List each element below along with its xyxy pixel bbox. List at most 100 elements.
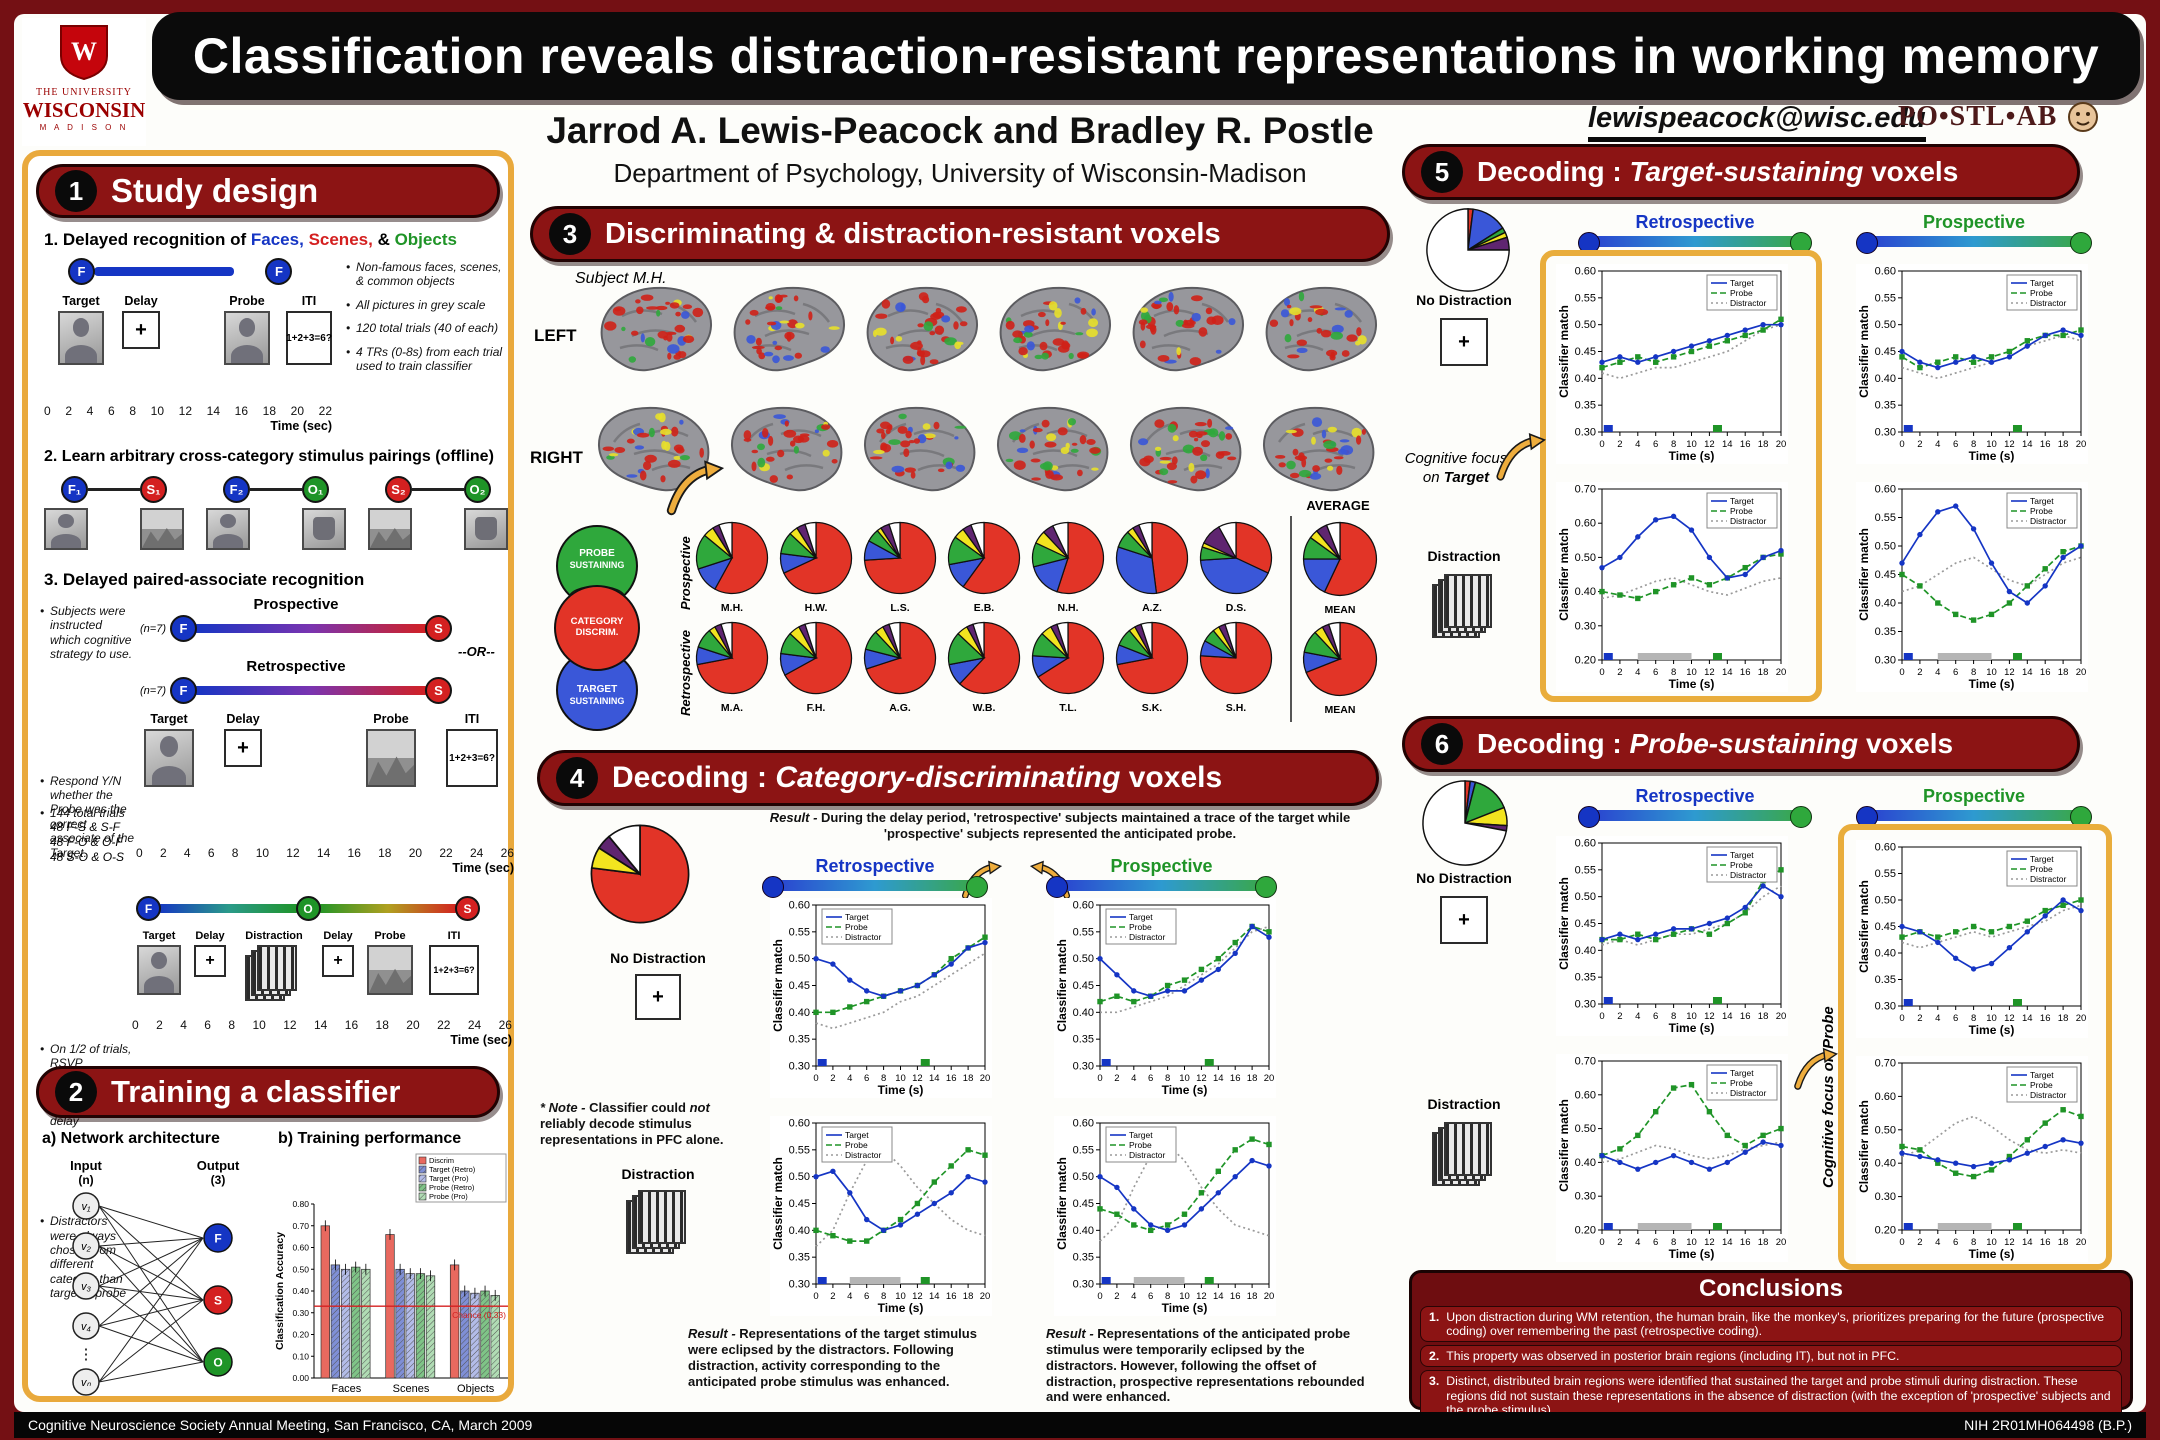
pie-svg xyxy=(863,521,937,595)
svg-text:Classifier match: Classifier match xyxy=(1857,880,1871,973)
svg-text:8: 8 xyxy=(1971,439,1976,450)
pie-svg xyxy=(1302,521,1378,597)
svg-text:0: 0 xyxy=(1899,439,1904,450)
svg-text:0.35: 0.35 xyxy=(1575,972,1596,984)
svg-text:12: 12 xyxy=(1704,1237,1715,1248)
part3-heading: 3. Delayed paired-associate recognition xyxy=(44,570,365,589)
svg-text:Target: Target xyxy=(1730,850,1754,860)
mean-label: MEAN xyxy=(1324,704,1356,716)
brain-map xyxy=(1124,396,1250,508)
brain-svg xyxy=(1265,286,1378,372)
svg-text:8: 8 xyxy=(1165,1073,1170,1084)
time-axis-3: 0 2 4 6 8 10 12 14 16 18 20 22 24 26 xyxy=(132,1018,512,1032)
svg-text:2: 2 xyxy=(1617,667,1622,678)
gradient-segment xyxy=(316,904,459,913)
pie-svg xyxy=(1031,621,1105,695)
time-axis-label: Time (sec) xyxy=(270,419,332,433)
retrospective-label: Retrospective xyxy=(246,658,346,675)
brain-map xyxy=(1124,276,1250,388)
svg-text:Classifier match: Classifier match xyxy=(1857,305,1871,398)
svg-text:Objects: Objects xyxy=(457,1383,495,1395)
svg-text:16: 16 xyxy=(946,1291,957,1302)
line-chart-s4-pro-dist: 0.30 0.35 0.40 0.45 0.50 0.55 0.60 0 2 4 6 8 10 12 14 1… xyxy=(1054,1116,1276,1316)
svg-text:10: 10 xyxy=(895,1291,906,1302)
pair-link xyxy=(88,488,140,491)
prospective-label: Prospective xyxy=(253,596,339,613)
svg-text:⋮: ⋮ xyxy=(79,1346,94,1363)
svg-text:Classifier match: Classifier match xyxy=(771,1157,785,1250)
svg-text:6: 6 xyxy=(1953,439,1958,450)
svg-text:12: 12 xyxy=(1704,667,1715,678)
svg-text:Distractor: Distractor xyxy=(1730,298,1767,308)
prospective-label: Prospective xyxy=(1922,212,2026,232)
retrospective-label: Retrospective xyxy=(1635,212,1755,232)
svg-text:0.80: 0.80 xyxy=(292,1199,309,1209)
svg-text:Target: Target xyxy=(2030,1070,2054,1080)
footer-bar: Cognitive Neuroscience Society Annual Me… xyxy=(14,1412,2146,1438)
svg-text:0.20: 0.20 xyxy=(1875,1225,1896,1237)
brain-map xyxy=(725,276,851,388)
svg-text:4: 4 xyxy=(1935,1237,1940,1248)
svg-text:Time (s): Time (s) xyxy=(1162,1083,1208,1097)
svg-text:6: 6 xyxy=(1148,1073,1153,1084)
svg-text:0.50: 0.50 xyxy=(292,1264,309,1274)
phase-delay: Delay + xyxy=(220,712,266,767)
pair-circles: S₂ O₂ xyxy=(368,476,508,503)
section1-number-badge: 1 xyxy=(55,170,97,212)
subject-pie: E.B. xyxy=(946,520,1022,614)
svg-text:(3): (3) xyxy=(211,1173,226,1187)
pie-svg xyxy=(947,621,1021,695)
training-performance-chart: 0.00 0.10 0.20 0.30 0.40 0.50 0.60 0.70 0.80 Clas… xyxy=(274,1152,512,1404)
prospective-column-header: Prospective xyxy=(1044,856,1279,898)
chart-svg: 0.20 0.30 0.40 0.50 0.60 0.70 0 2 4 6 8 10 12 14 16 18 2… xyxy=(1857,1058,2086,1262)
phase-label: Delay xyxy=(323,930,353,942)
svg-text:10: 10 xyxy=(895,1073,906,1084)
svg-text:0.30: 0.30 xyxy=(1575,427,1596,439)
gradient-bar xyxy=(1856,805,2092,828)
retrospective-column-header: Retrospective xyxy=(760,856,990,898)
svg-text:0.30: 0.30 xyxy=(1073,1279,1094,1291)
section4-title: Decoding : Category-discriminating voxel… xyxy=(612,761,1223,794)
subject-label: T.L. xyxy=(1059,702,1077,714)
svg-text:Classification Accuracy: Classification Accuracy xyxy=(274,1232,286,1350)
svg-text:vₙ: vₙ xyxy=(81,1377,92,1389)
svg-text:0.60: 0.60 xyxy=(789,900,810,912)
svg-text:0.60: 0.60 xyxy=(1575,1089,1596,1101)
subject-label: S.H. xyxy=(1225,702,1247,714)
svg-text:0.45: 0.45 xyxy=(1073,1198,1094,1210)
svg-text:20: 20 xyxy=(2076,1013,2087,1024)
svg-text:O: O xyxy=(213,1356,222,1370)
conclusion-item: 1. Upon distraction during WM retention, … xyxy=(1420,1306,2122,1343)
subject-label: S.K. xyxy=(1141,702,1163,714)
object-photo xyxy=(464,508,508,550)
section1-title: Study design xyxy=(111,172,319,209)
time-axis-label: Time (sec) xyxy=(450,1033,512,1047)
rsvp-stack-icon xyxy=(1432,574,1496,638)
face-photo xyxy=(58,311,104,365)
pie-svg xyxy=(1302,621,1378,697)
svg-text:6: 6 xyxy=(1653,1011,1658,1022)
face-photo xyxy=(144,729,194,787)
svg-text:8: 8 xyxy=(1671,439,1676,450)
svg-text:20: 20 xyxy=(980,1073,991,1084)
svg-text:Target: Target xyxy=(2030,854,2054,864)
pair-link xyxy=(412,488,464,491)
voxel-venn-legend: PROBE SUSTAINING CATEGORY DISCRIM. TARGE… xyxy=(554,525,640,731)
prospective-strategy: Prospective (n=7) F S xyxy=(140,596,452,642)
svg-text:0.40: 0.40 xyxy=(1575,945,1596,957)
svg-text:2: 2 xyxy=(1114,1291,1119,1302)
prospective-bar: (n=7) F S xyxy=(140,615,452,642)
iti-task-box: 1+2+3=6? xyxy=(286,311,332,365)
svg-text:20: 20 xyxy=(1776,1011,1787,1022)
svg-text:12: 12 xyxy=(1196,1073,1207,1084)
svg-text:12: 12 xyxy=(1196,1291,1207,1302)
note-text: * Note - Classifier could not reliably d… xyxy=(540,1100,724,1147)
barchart-svg: 0.00 0.10 0.20 0.30 0.40 0.50 0.60 0.70 0.80 Clas… xyxy=(274,1153,508,1395)
svg-text:Time (s): Time (s) xyxy=(1969,449,2015,463)
svg-text:Probe: Probe xyxy=(1129,1140,1152,1150)
mean-pie-prospective: MEAN xyxy=(1300,520,1380,616)
svg-text:0: 0 xyxy=(1899,1237,1904,1248)
chart-svg: 0.30 0.35 0.40 0.45 0.50 0.55 0.60 0 2 4 6 8 10 12 14 1… xyxy=(1857,266,2086,464)
pair-2: F₂ O₁ xyxy=(206,476,346,550)
svg-text:0.50: 0.50 xyxy=(1073,953,1094,965)
